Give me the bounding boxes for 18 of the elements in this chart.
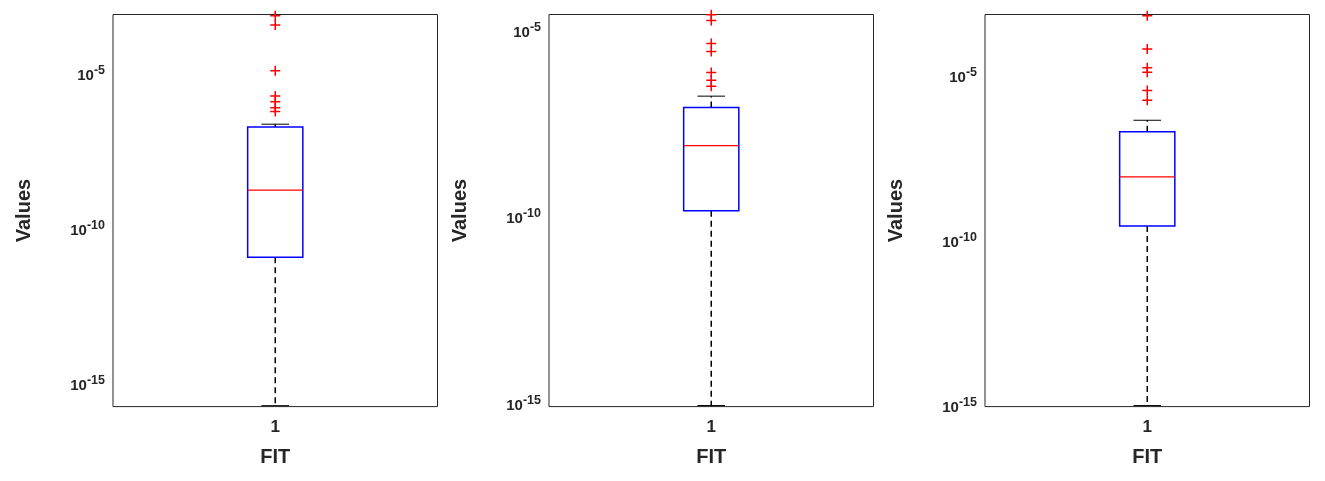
y-axis-title: Values — [11, 178, 34, 243]
x-axis-title: FIT — [1132, 444, 1163, 467]
y-tick-label: 10$^{-15}$ — [70, 371, 105, 394]
y-tick-label: 10$^{-10}$ — [942, 228, 977, 251]
x-tick-label: 1 — [706, 417, 716, 437]
y-tick-label: 10$^{-5}$ — [77, 61, 105, 84]
y-tick-label: 10$^{-5}$ — [949, 63, 977, 86]
x-tick-label: 1 — [270, 417, 280, 437]
x-axis-title: FIT — [696, 444, 727, 467]
y-tick-label: 10$^{-10}$ — [506, 204, 541, 227]
x-tick-label: 1 — [1142, 417, 1152, 437]
y-tick-label: 10$^{-5}$ — [513, 18, 541, 41]
y-axis-title: Values — [883, 178, 906, 243]
x-axis-title: FIT — [260, 444, 291, 467]
y-tick-label: 10$^{-10}$ — [70, 216, 105, 239]
y-axis-title: Values — [447, 178, 470, 243]
y-tick-label: 10$^{-15}$ — [942, 393, 977, 416]
y-tick-label: 10$^{-15}$ — [506, 391, 541, 414]
